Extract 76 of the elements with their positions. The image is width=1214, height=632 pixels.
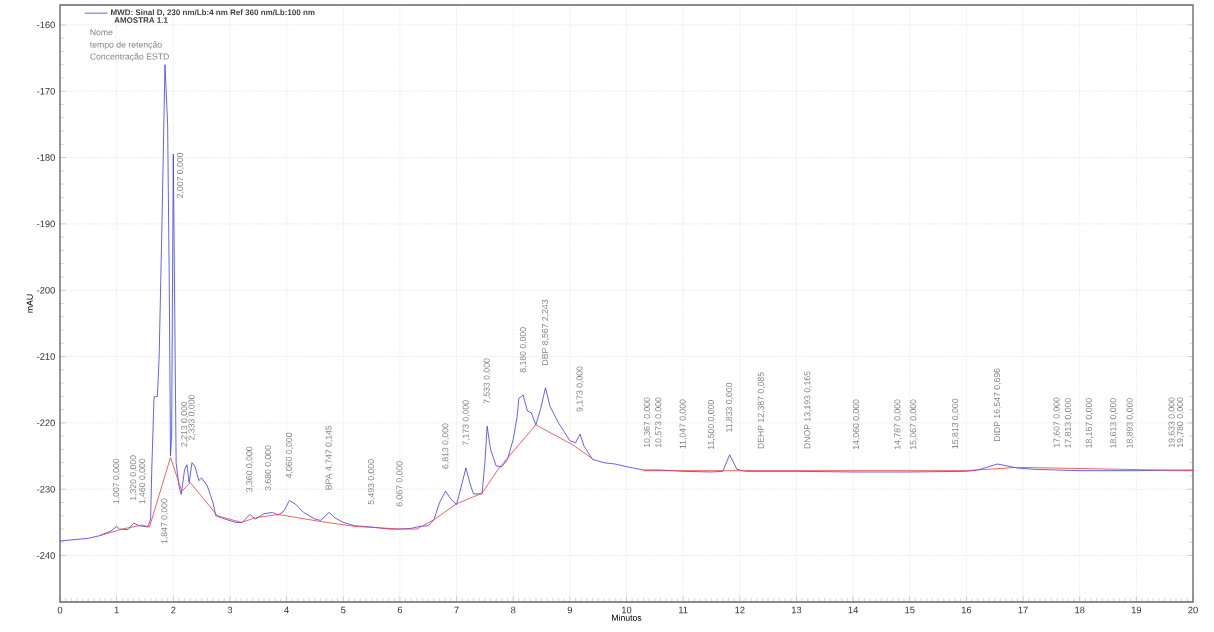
annotation: 3,680 0,000 xyxy=(264,445,273,491)
x-tick-label: 18 xyxy=(1075,606,1085,614)
annotation: 11,500 0,000 xyxy=(707,400,716,450)
annotation: Nome xyxy=(90,29,113,36)
x-tick-label: 20 xyxy=(1188,606,1198,614)
y-tick-label: -180 xyxy=(37,154,55,161)
annotation: 6,813 0,000 xyxy=(442,423,450,469)
y-tick-label: -160 xyxy=(37,21,55,29)
x-tick-label: 9 xyxy=(567,606,573,614)
annotation: 17,607 0,000 xyxy=(1053,397,1061,448)
annotation: DEHP 12,387 0,085 xyxy=(757,372,765,449)
annotation: 2,333 0,000 xyxy=(188,395,196,440)
x-tick-label: 16 xyxy=(961,606,972,614)
x-tick-label: 7 xyxy=(454,606,459,614)
x-tick-label: 19 xyxy=(1131,606,1142,614)
y-axis-title: mAU xyxy=(26,294,33,313)
x-tick-label: 11 xyxy=(679,606,688,614)
x-tick-label: 15 xyxy=(905,606,915,614)
annotation: 5,493 0,000 xyxy=(368,459,376,505)
annotation: 15,067 0,000 xyxy=(910,399,918,450)
annotation: 1,320 0,000 xyxy=(130,455,138,501)
y-tick-label: -240 xyxy=(37,552,55,559)
annotation: DNOP 13,193 0,165 xyxy=(804,371,812,449)
y-tick-label: -220 xyxy=(37,419,55,427)
x-tick-label: 17 xyxy=(1018,606,1028,614)
x-tick-label: 14 xyxy=(848,606,859,614)
y-tick-label: -210 xyxy=(37,353,55,360)
annotation: 18,613 0,000 xyxy=(1110,398,1118,448)
annotation: 11,047 0,000 xyxy=(679,399,687,449)
x-tick-label: 13 xyxy=(791,606,802,614)
annotation: 3,360 0,000 xyxy=(246,446,254,492)
y-tick-label: -170 xyxy=(37,87,55,95)
annotation: AMOSTRA 1.1 xyxy=(114,17,168,23)
annotation: 14,787 0,000 xyxy=(894,399,902,450)
y-tick-label: -230 xyxy=(37,485,55,493)
annotation: DIDP 16,547 0,696 xyxy=(993,368,1002,442)
x-tick-label: 6 xyxy=(397,606,403,614)
annotation: 2,007 0,000 xyxy=(176,152,185,198)
annotation: 1,007 0,000 xyxy=(113,458,121,504)
x-tick-label: 3 xyxy=(227,606,233,614)
x-tick-label: 10 xyxy=(622,606,632,614)
x-axis-title: Minutos xyxy=(612,614,642,621)
annotation: 18,167 0,000 xyxy=(1085,398,1093,448)
annotation: 11,833 0,000 xyxy=(726,382,734,432)
x-tick-label: 8 xyxy=(511,606,516,614)
annotation: 1,460 0,000 xyxy=(139,458,147,504)
annotation: Concentração ESTD xyxy=(90,53,169,62)
x-tick-label: 1 xyxy=(114,606,119,614)
x-tick-label: 5 xyxy=(341,606,346,614)
annotation: 15,813 0,000 xyxy=(952,398,960,449)
annotation: 6,067 0,000 xyxy=(396,461,404,507)
annotation: 14,060 0,000 xyxy=(852,399,861,450)
annotation: 10,573 0,000 xyxy=(655,397,663,448)
annotation: 9,173 0,000 xyxy=(576,366,584,412)
annotation: 1,847 0,000 xyxy=(161,498,169,544)
y-tick-label: -190 xyxy=(37,220,55,228)
x-tick-label: 4 xyxy=(284,606,289,614)
annotation: 18,893 0,000 xyxy=(1126,398,1134,448)
annotation: 17,813 0,000 xyxy=(1064,398,1072,448)
annotation: 4,060 0,000 xyxy=(285,432,294,479)
annotation: 19,633 0,000 xyxy=(1168,397,1176,448)
x-tick-label: 12 xyxy=(735,606,745,614)
annotation: 2,213 0,000 xyxy=(181,401,189,447)
x-tick-label: 0 xyxy=(57,606,63,614)
legend-label: MWD: Sinal D, 230 nm/Lb:4 nm Ref 360 nm/Lb:100 nm xyxy=(111,9,315,17)
y-tick-label: -200 xyxy=(37,286,55,294)
annotation: BPA 4,747 0,145 xyxy=(325,425,333,490)
annotation: 7,533 0,000 xyxy=(483,358,491,404)
annotation: 8,180 0,000 xyxy=(519,327,527,373)
annotation: 10,367 0,000 xyxy=(643,397,652,448)
line-series xyxy=(60,64,1194,542)
annotation: 7,173 0,000 xyxy=(462,400,470,446)
annotation: 19,780 0,000 xyxy=(1176,397,1185,448)
x-tick-label: 2 xyxy=(171,606,176,614)
annotation: DBP 8,567 2,243 xyxy=(541,299,550,365)
annotation: tempo de retenção xyxy=(89,41,162,50)
